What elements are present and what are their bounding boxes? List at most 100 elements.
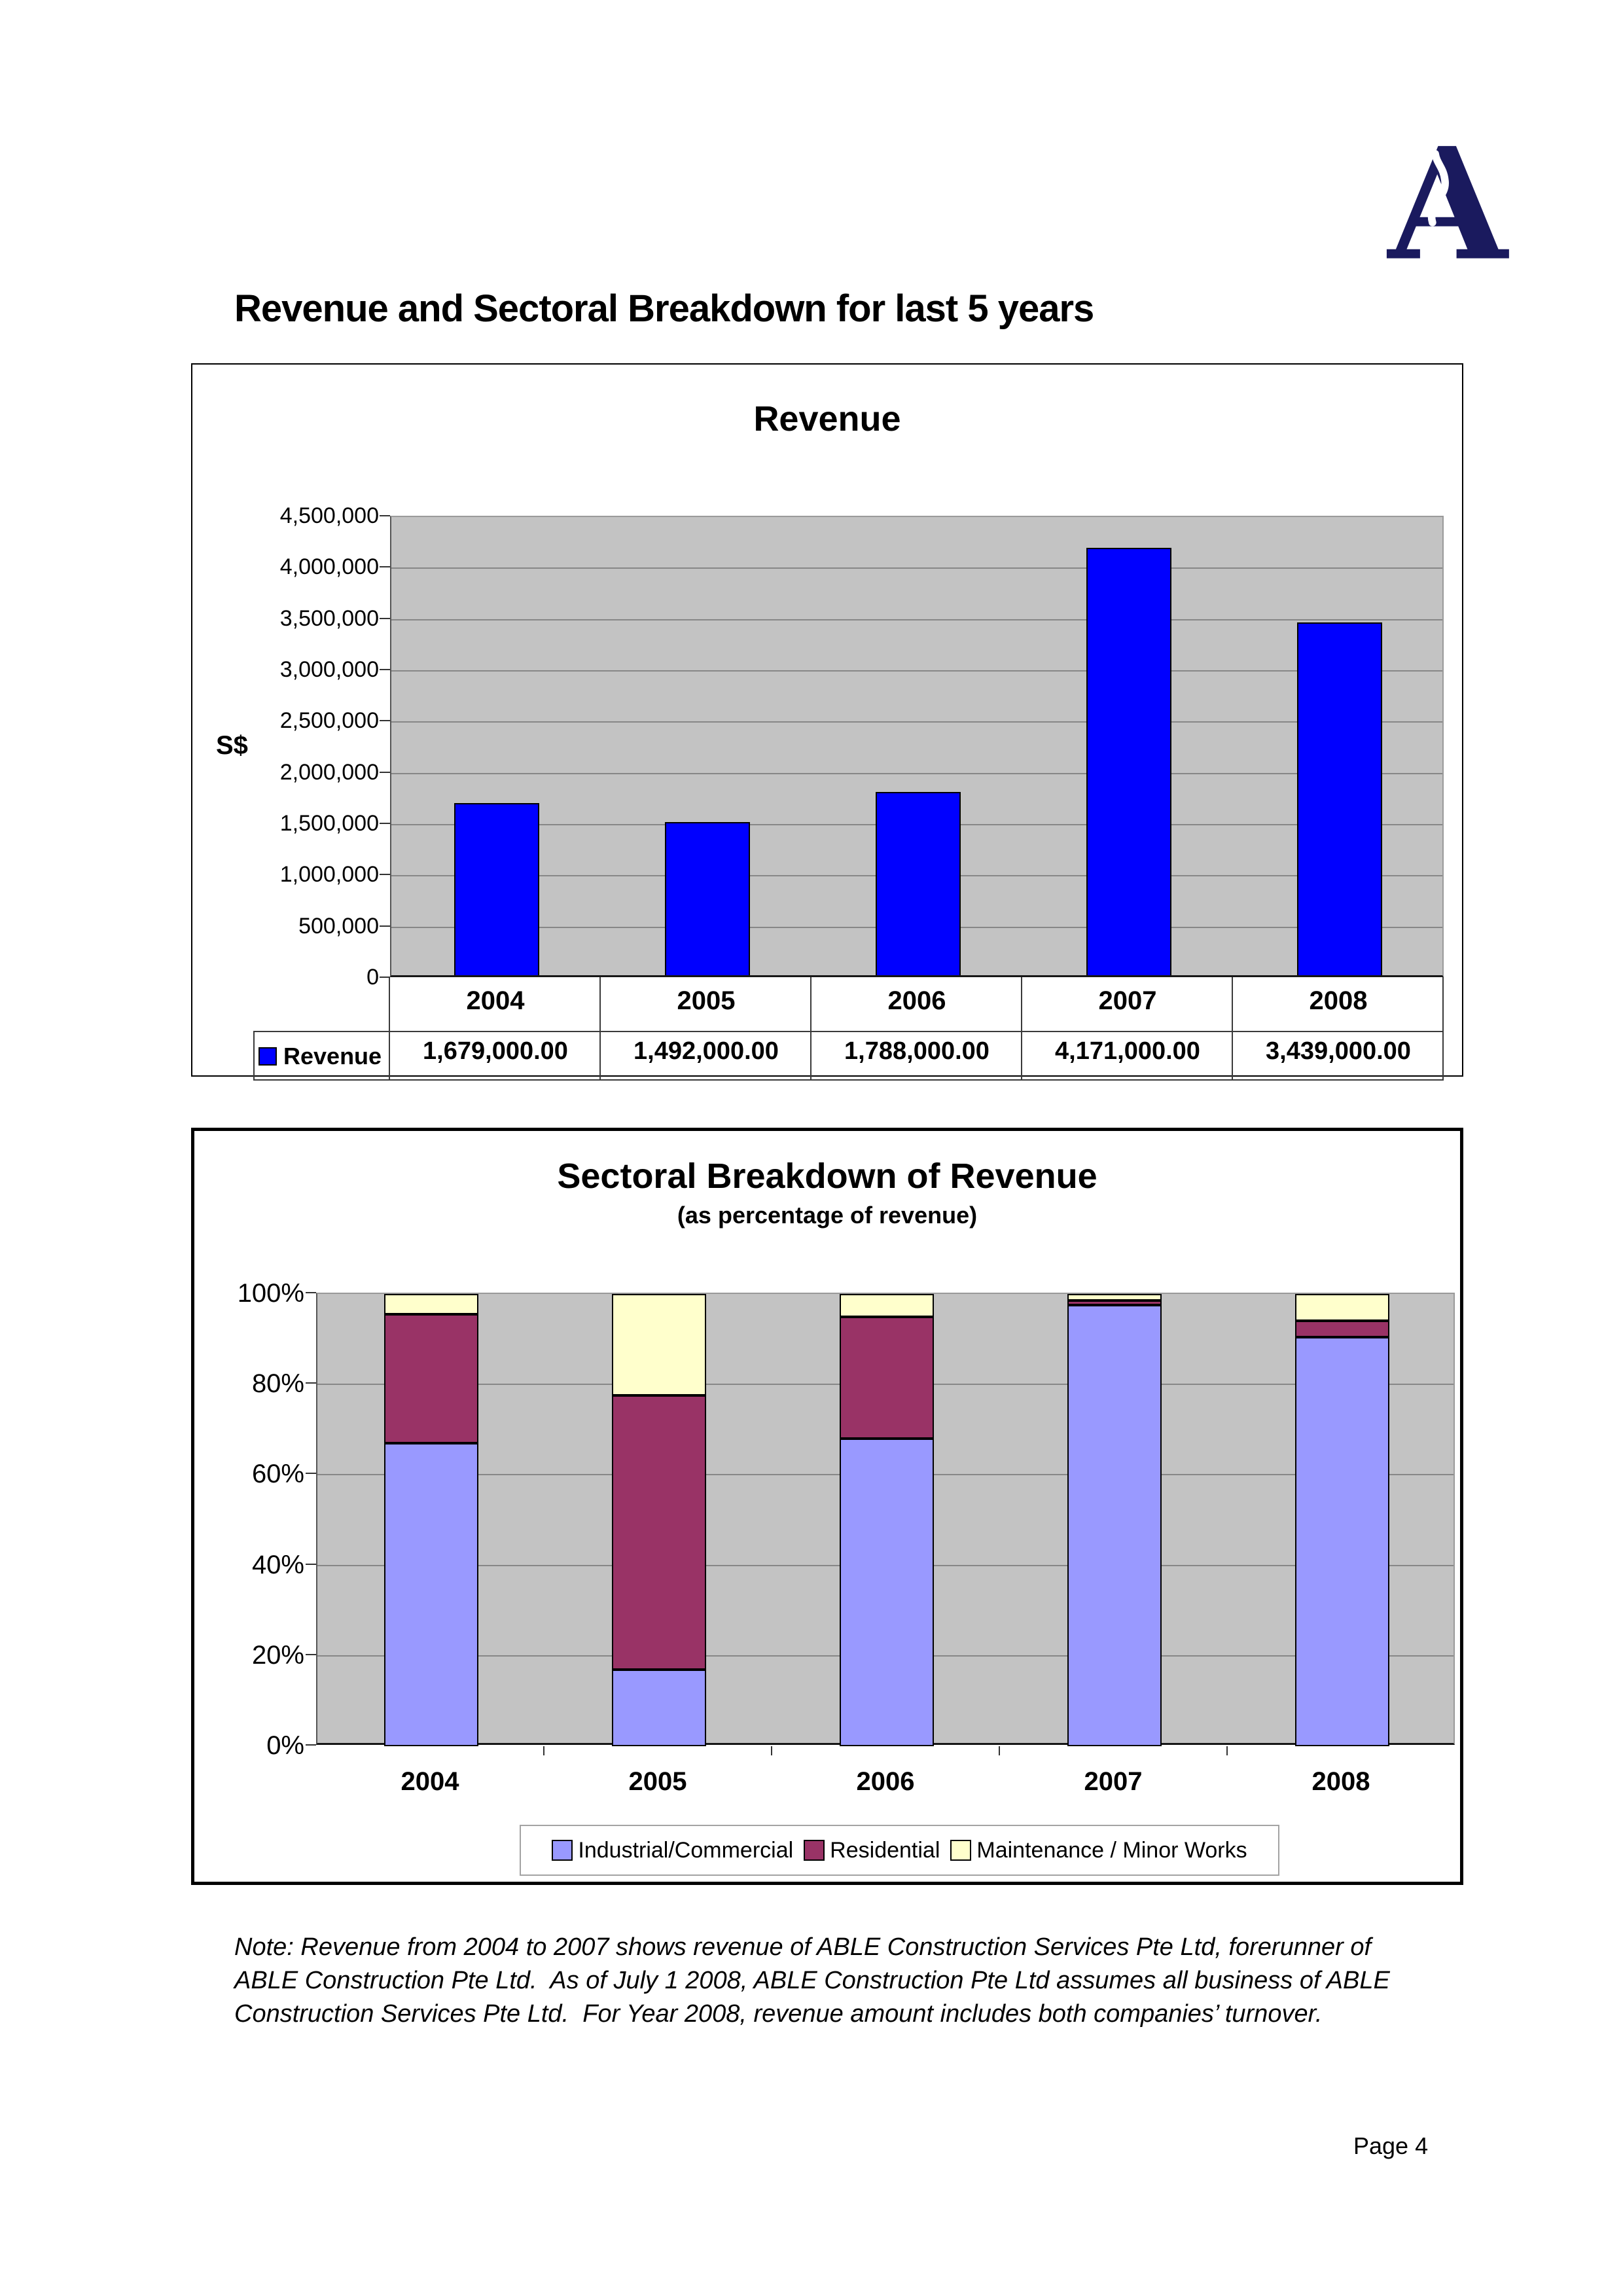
revenue-bar bbox=[665, 822, 750, 975]
legend-label: Industrial/Commercial bbox=[578, 1837, 794, 1863]
y-axis-tick bbox=[380, 669, 390, 670]
x-axis-label: 2007 bbox=[1084, 1767, 1143, 1796]
stacked-bar-segment bbox=[1067, 1300, 1162, 1305]
company-logo: A bbox=[1378, 115, 1518, 295]
y-tick-label: 0% bbox=[266, 1731, 304, 1760]
revenue-bar bbox=[1297, 622, 1382, 975]
stacked-bar-segment bbox=[840, 1317, 934, 1439]
y-axis-tick bbox=[380, 720, 390, 722]
x-axis-tick bbox=[543, 1746, 544, 1755]
sector-legend: Industrial/Commercial Residential Maintena… bbox=[520, 1825, 1279, 1876]
y-tick-label: 3,000,000 bbox=[279, 657, 379, 682]
x-axis-label: 2004 bbox=[401, 1767, 459, 1796]
stacked-bar-segment bbox=[384, 1294, 478, 1314]
revenue-bar bbox=[876, 792, 961, 975]
stacked-bar-segment bbox=[1295, 1321, 1389, 1337]
y-axis-tick bbox=[380, 617, 390, 619]
sector-breakdown-chart: Sectoral Breakdown of Revenue (as percen… bbox=[191, 1128, 1463, 1885]
grid-line bbox=[391, 670, 1442, 672]
legend-swatch bbox=[804, 1840, 825, 1861]
x-axis-tick bbox=[1226, 1746, 1228, 1755]
revenue-bar bbox=[1086, 548, 1171, 975]
y-axis-tick bbox=[306, 1382, 316, 1384]
table-line bbox=[599, 977, 601, 1079]
page-number: Page 4 bbox=[1353, 2132, 1429, 2159]
y-tick-label: 2,000,000 bbox=[279, 759, 379, 785]
table-year-cell: 2005 bbox=[677, 986, 736, 1015]
y-tick-label: 1,000,000 bbox=[279, 862, 379, 888]
revenue-legend-label: Revenue bbox=[283, 1043, 382, 1069]
table-value-cell: 3,439,000.00 bbox=[1266, 1037, 1411, 1065]
table-value-cell: 1,492,000.00 bbox=[633, 1037, 779, 1065]
y-axis-tick bbox=[380, 566, 390, 568]
stacked-bar-segment bbox=[612, 1294, 706, 1395]
y-tick-label: 100% bbox=[237, 1279, 304, 1308]
legend-item: Maintenance / Minor Works bbox=[950, 1838, 1247, 1863]
table-line bbox=[253, 1031, 255, 1079]
y-tick-label: 0 bbox=[366, 965, 379, 990]
y-axis-tick bbox=[380, 771, 390, 773]
logo-a-graphic: A bbox=[1387, 115, 1510, 295]
legend-label: Maintenance / Minor Works bbox=[976, 1837, 1247, 1863]
table-value-cell: 4,171,000.00 bbox=[1055, 1037, 1200, 1065]
table-line bbox=[1021, 977, 1022, 1079]
x-axis-label: 2006 bbox=[856, 1767, 915, 1796]
stacked-bar-segment bbox=[384, 1314, 478, 1443]
table-line bbox=[253, 1079, 1444, 1081]
stacked-bar-segment bbox=[384, 1443, 478, 1746]
revenue-plot-area bbox=[390, 516, 1444, 977]
page-title: Revenue and Sectoral Breakdown for last … bbox=[234, 287, 1094, 330]
revenue-bar bbox=[454, 803, 539, 975]
y-axis-tick bbox=[380, 977, 390, 978]
table-line bbox=[1232, 977, 1233, 1079]
grid-line bbox=[391, 721, 1442, 723]
stacked-bar-segment bbox=[1067, 1294, 1162, 1300]
legend-swatch bbox=[552, 1840, 573, 1861]
y-axis-tick bbox=[306, 1563, 316, 1565]
revenue-chart: Revenue S$ 2004 1,679,000.00 2005 1,492,000… bbox=[191, 363, 1463, 1081]
stacked-bar-segment bbox=[612, 1670, 706, 1746]
stacked-bar-segment bbox=[1295, 1337, 1389, 1746]
stacked-bar-segment bbox=[612, 1395, 706, 1670]
y-axis-tick bbox=[380, 925, 390, 927]
stacked-bar-segment bbox=[1067, 1305, 1162, 1746]
logo-letter: A bbox=[1387, 126, 1510, 264]
table-line bbox=[253, 1031, 1444, 1032]
table-value-cell: 1,788,000.00 bbox=[844, 1037, 990, 1065]
note-text: Note: Revenue from 2004 to 2007 shows re… bbox=[234, 1933, 1397, 2028]
y-tick-label: 2,500,000 bbox=[279, 708, 379, 734]
y-tick-label: 80% bbox=[251, 1369, 304, 1399]
y-axis-tick bbox=[306, 1653, 316, 1655]
y-tick-label: 4,000,000 bbox=[279, 554, 379, 580]
legend-item: Residential bbox=[804, 1838, 940, 1863]
table-line bbox=[389, 977, 390, 1079]
y-tick-label: 1,500,000 bbox=[279, 811, 379, 836]
stacked-bar-segment bbox=[1295, 1294, 1389, 1321]
grid-line bbox=[391, 619, 1442, 620]
y-tick-label: 60% bbox=[251, 1460, 304, 1489]
y-tick-label: 40% bbox=[251, 1550, 304, 1579]
revenue-chart-title: Revenue bbox=[753, 399, 901, 439]
y-tick-label: 20% bbox=[251, 1640, 304, 1670]
x-axis-label: 2005 bbox=[628, 1767, 687, 1796]
revenue-legend-swatch bbox=[259, 1047, 277, 1066]
sector-chart-title: Sectoral Breakdown of Revenue bbox=[557, 1157, 1097, 1196]
grid-line bbox=[391, 567, 1442, 569]
x-axis-tick bbox=[771, 1746, 772, 1755]
revenue-y-axis-label: S$ bbox=[216, 731, 248, 760]
legend-swatch bbox=[950, 1840, 972, 1861]
y-tick-label: 500,000 bbox=[298, 913, 379, 939]
y-tick-label: 3,500,000 bbox=[279, 605, 379, 631]
table-year-cell: 2008 bbox=[1309, 986, 1368, 1015]
table-line bbox=[810, 977, 812, 1079]
table-year-cell: 2004 bbox=[466, 986, 525, 1015]
y-axis-tick bbox=[306, 1292, 316, 1293]
logo-swoosh-icon bbox=[1427, 150, 1449, 226]
sector-plot-area bbox=[316, 1293, 1455, 1746]
table-year-cell: 2007 bbox=[1098, 986, 1157, 1015]
x-axis-label: 2008 bbox=[1311, 1767, 1370, 1796]
stacked-bar-segment bbox=[840, 1439, 934, 1746]
y-axis-tick bbox=[380, 874, 390, 876]
x-axis-tick bbox=[999, 1746, 1000, 1755]
